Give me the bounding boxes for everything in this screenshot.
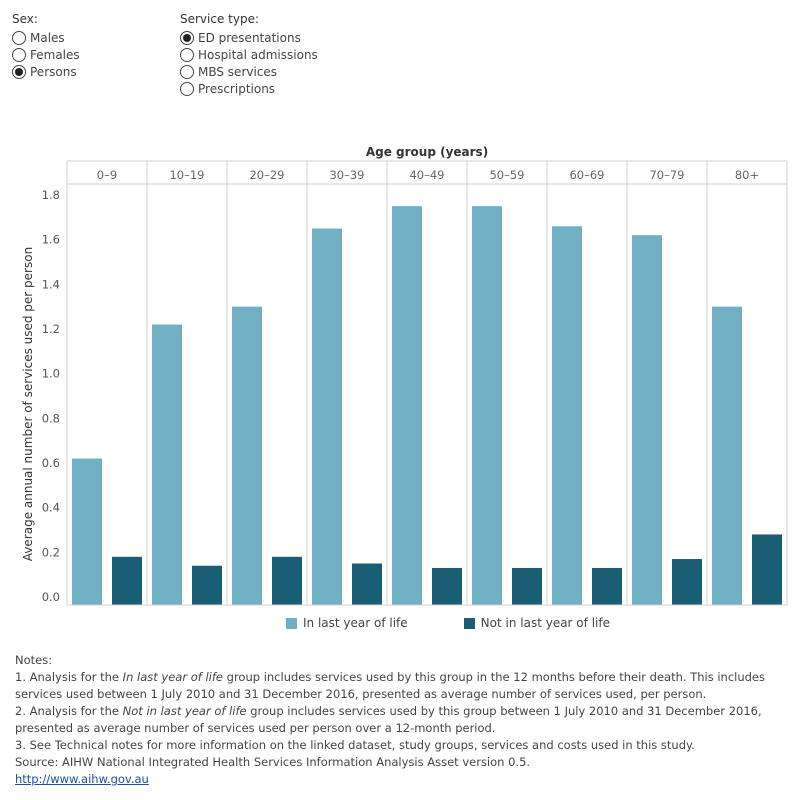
radio-selected-icon[interactable] — [12, 64, 26, 79]
y-axis-title: Average annual number of services used p… — [21, 247, 35, 561]
radio-icon[interactable] — [180, 64, 194, 79]
bar-not-in-last-year — [352, 563, 382, 605]
radio-selected-icon[interactable] — [180, 30, 194, 45]
service-option-hospital-admissions[interactable]: Hospital admissions — [180, 46, 340, 63]
category-header: 0–9 — [97, 168, 117, 182]
service-option-prescriptions[interactable]: Prescriptions — [180, 80, 340, 97]
service-type-filter: Service type: ED presentations Hospital … — [180, 12, 340, 97]
note-text: group includes services used by this gro… — [15, 670, 766, 701]
bar-not-in-last-year — [192, 565, 222, 605]
category-header: 70–79 — [649, 168, 684, 182]
bar-in-last-year — [472, 206, 502, 605]
service-type-filter-title: Service type: — [180, 12, 260, 26]
category-header: 80+ — [735, 168, 759, 182]
bar-in-last-year — [392, 206, 422, 605]
y-tick-label: 0.4 — [42, 501, 60, 515]
service-option-label: ED presentations — [198, 30, 301, 45]
source-text: Source: AIHW National Integrated Health … — [15, 755, 531, 769]
y-tick-label: 0.8 — [42, 411, 60, 425]
bar-not-in-last-year — [512, 567, 542, 605]
legend-swatch — [463, 617, 475, 629]
category-header: 20–29 — [249, 168, 284, 182]
bar-not-in-last-year — [592, 567, 622, 605]
sex-option-males[interactable]: Males — [12, 29, 80, 46]
category-header: 50–59 — [489, 168, 524, 182]
service-option-mbs-services[interactable]: MBS services — [180, 63, 340, 80]
sex-option-label: Females — [30, 47, 80, 62]
category-header: 30–39 — [329, 168, 364, 182]
bar-not-in-last-year — [752, 534, 782, 605]
sex-option-label: Persons — [30, 64, 77, 79]
note-2: 2. Analysis for the Not in last year of … — [15, 703, 775, 737]
sex-option-label: Males — [30, 30, 65, 45]
bar-chart: Age group (years) Average annual number o… — [21, 145, 788, 606]
y-tick-label: 1.8 — [42, 188, 60, 202]
sex-filter: Sex: Males Females Persons — [12, 12, 80, 80]
note-emphasis: Not in last year of life — [122, 704, 247, 718]
category-header: 10–19 — [169, 168, 204, 182]
sex-option-persons[interactable]: Persons — [12, 63, 80, 80]
legend-swatch — [286, 617, 297, 629]
note-text: group includes services used by this gro… — [15, 704, 762, 735]
radio-icon[interactable] — [180, 81, 194, 96]
radio-icon[interactable] — [12, 47, 26, 62]
x-axis-title: Age group (years) — [366, 145, 488, 159]
radio-icon[interactable] — [180, 47, 194, 62]
category-header: 40–49 — [409, 168, 444, 182]
service-option-label: Prescriptions — [198, 81, 276, 96]
service-option-ed-presentations[interactable]: ED presentations — [180, 29, 340, 46]
bar-in-last-year — [232, 306, 262, 605]
bar-in-last-year — [72, 458, 102, 605]
sex-option-females[interactable]: Females — [12, 46, 80, 63]
y-tick-label: 1.0 — [42, 367, 60, 381]
radio-icon[interactable] — [12, 30, 26, 45]
bar-in-last-year — [152, 324, 182, 605]
service-option-label: MBS services — [198, 64, 278, 79]
chart-legend: In last year of life Not in last year of… — [286, 616, 666, 630]
y-tick-label: 0.2 — [42, 545, 60, 559]
y-tick-label: 1.4 — [42, 277, 60, 291]
note-text: 1. Analysis for the — [15, 670, 123, 684]
sex-filter-title: Sex: — [12, 12, 38, 26]
bar-not-in-last-year — [672, 559, 702, 605]
y-tick-label: 1.2 — [42, 322, 60, 336]
aihw-link[interactable]: http://www.aihw.gov.au — [15, 772, 149, 786]
bar-not-in-last-year — [112, 556, 142, 605]
legend-label: In last year of life — [303, 616, 408, 630]
service-option-label: Hospital admissions — [198, 47, 318, 62]
y-tick-label: 0.6 — [42, 456, 60, 470]
legend-item-not-in-last-year[interactable]: Not in last year of life — [463, 616, 610, 630]
notes-heading: Notes: — [15, 653, 53, 667]
bar-in-last-year — [552, 226, 582, 605]
note-emphasis: In last year of life — [122, 670, 223, 684]
legend-label: Not in last year of life — [480, 616, 610, 630]
y-tick-label: 1.6 — [42, 233, 60, 247]
note-1: 1. Analysis for the In last year of life… — [15, 669, 775, 703]
bar-not-in-last-year — [432, 567, 462, 605]
note-3: 3. See Technical notes for more informat… — [15, 738, 695, 752]
bar-in-last-year — [632, 235, 662, 605]
category-header: 60–69 — [569, 168, 604, 182]
y-tick-label: 0.0 — [42, 590, 60, 604]
note-text: 2. Analysis for the — [15, 704, 123, 718]
notes-section: Notes: 1. Analysis for the In last year … — [15, 652, 775, 788]
bar-not-in-last-year — [272, 556, 302, 605]
bar-in-last-year — [312, 228, 342, 605]
legend-item-in-last-year[interactable]: In last year of life — [286, 616, 408, 630]
bar-in-last-year — [712, 306, 742, 605]
